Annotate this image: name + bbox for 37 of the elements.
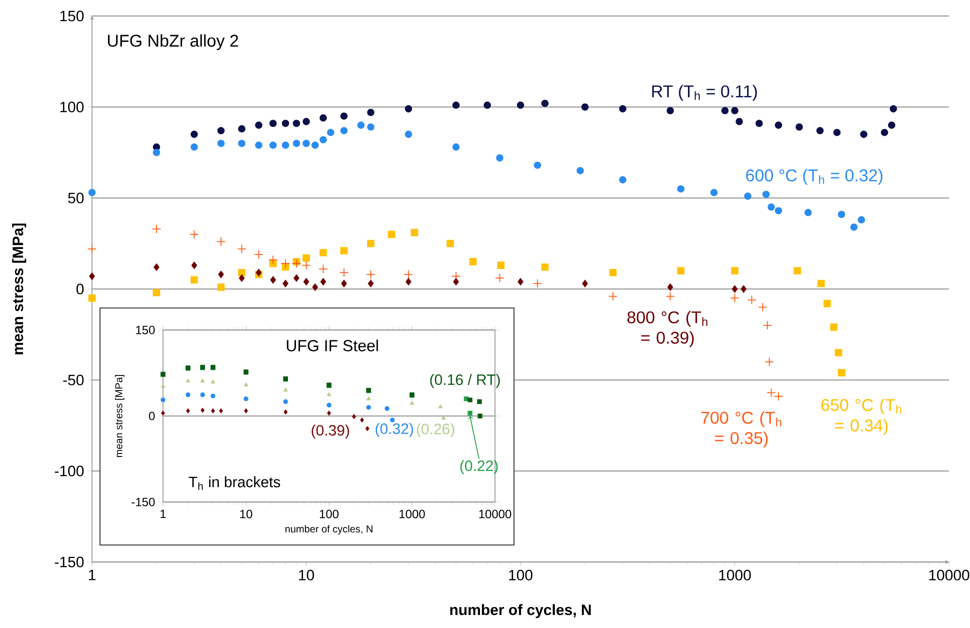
y-tick-label: 0 <box>149 412 155 420</box>
chart-title: UFG IF Steel <box>286 340 378 352</box>
x-tick-label: 10 <box>299 570 314 580</box>
x-tick-label: 1000 <box>400 510 425 518</box>
series-label: (0.39) <box>312 424 350 439</box>
x-tick-label: 1000 <box>719 570 751 580</box>
x-tick-label: 1 <box>160 510 166 518</box>
y-tick-label: -150 <box>132 498 155 506</box>
series-label: 800 °C (T$_{h}$ = 0.39) <box>627 310 708 348</box>
text: UFG NbZr alloy 2 <box>108 34 238 50</box>
x-tick-label: 10000 <box>479 510 512 518</box>
y-tick-label: 100 <box>60 102 84 112</box>
x-tick-label: 10 <box>240 510 252 518</box>
series-label: RT (T$_{h}$ = 0.11) <box>652 84 757 101</box>
y-axis-title: mean stress [MPa] <box>12 224 26 354</box>
y-tick-label: 50 <box>68 192 84 204</box>
y-tick-label: -150 <box>54 556 84 568</box>
y-axis-title: mean stress [MPa] <box>115 375 124 458</box>
y-tick-label: -50 <box>63 374 84 386</box>
x-tick-label: 10000 <box>929 570 970 580</box>
annotation: T$_{h}$ in brackets <box>188 476 280 490</box>
y-tick-label: 150 <box>136 326 155 334</box>
x-tick-label: 100 <box>509 570 532 580</box>
x-axis-title: number of cycles, N <box>450 604 591 618</box>
y-tick-label: 150 <box>60 10 84 22</box>
series-label: (0.16 / RT) <box>430 374 500 388</box>
series-label: (0.32) <box>376 423 414 437</box>
x-tick-label: 1 <box>88 570 96 580</box>
series-label: (0.26) <box>416 423 454 438</box>
x-tick-label: 100 <box>320 510 339 518</box>
y-tick-label: -100 <box>54 466 84 476</box>
y-tick-label: 0 <box>76 284 84 294</box>
x-axis-title: number of cycles, N <box>285 525 372 534</box>
series-label: 700 °C (T$_{h}$ = 0.35) <box>701 411 782 448</box>
text: (0.22) <box>460 460 498 474</box>
series-label: 600 °C (T$_{h}$ = 0.32) <box>746 168 882 185</box>
series-label: 650 °C (T$_{h}$ = 0.34) <box>821 398 902 435</box>
